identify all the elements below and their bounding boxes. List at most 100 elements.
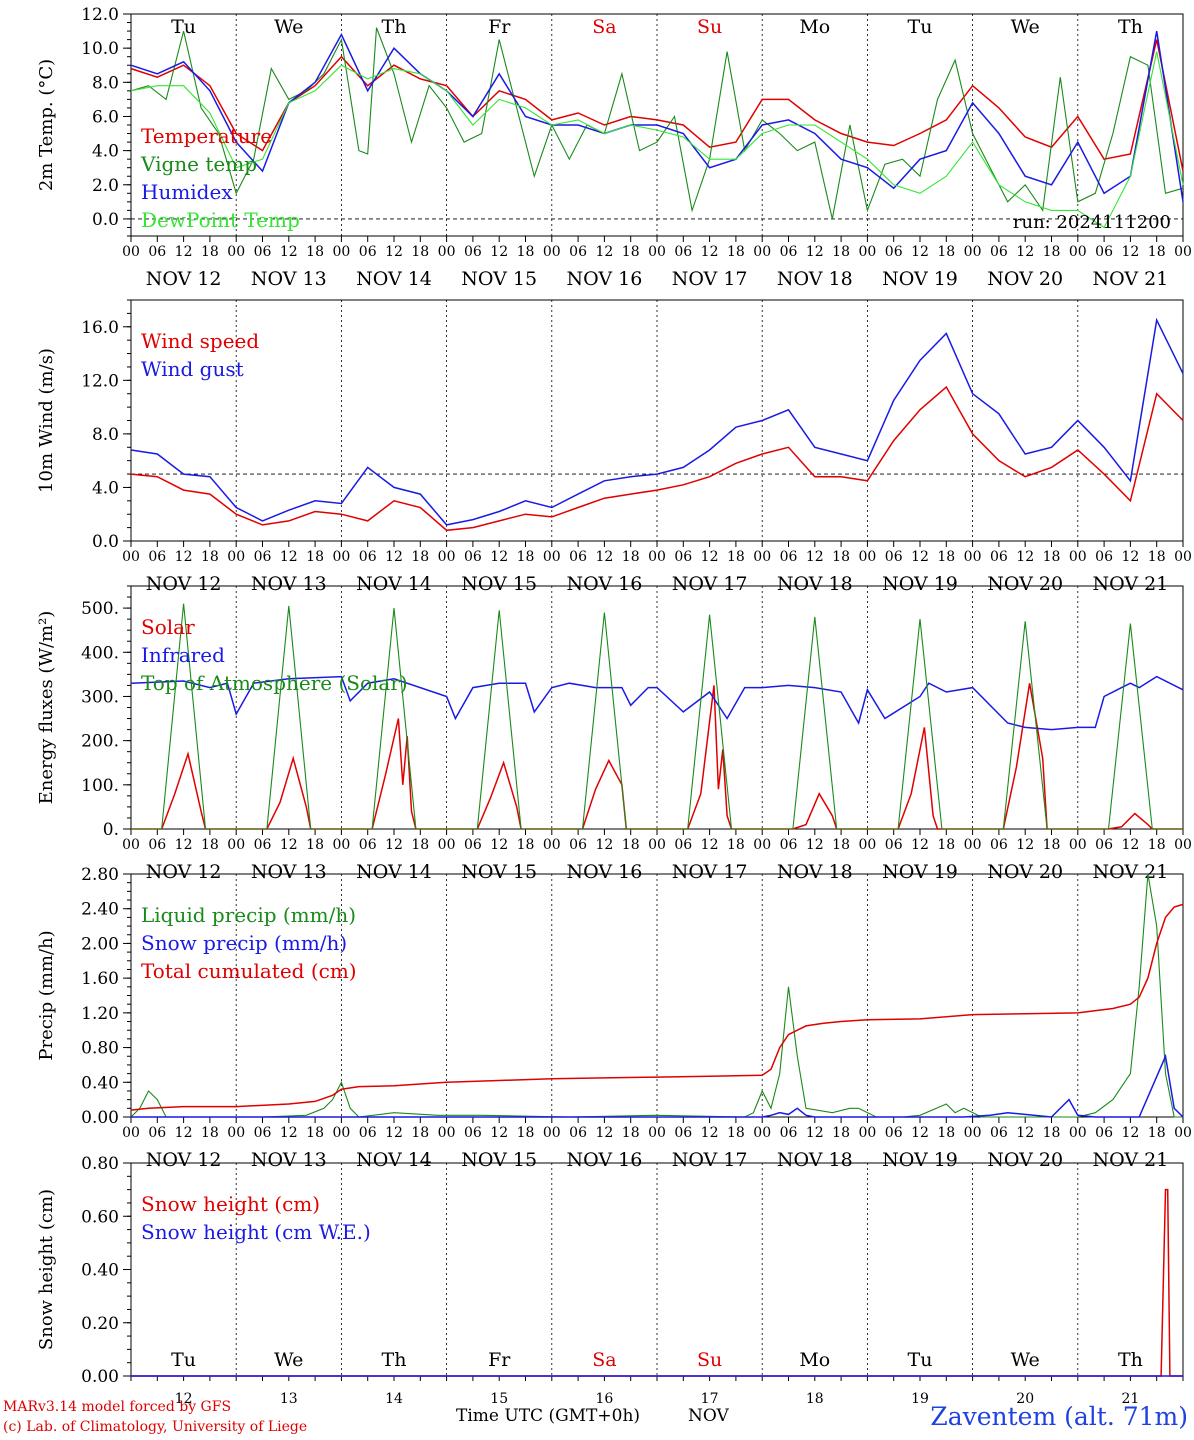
x-hour-label: 12: [175, 549, 193, 565]
legend-entry: Snow height (cm): [141, 1192, 320, 1216]
x-hour-label: 12: [490, 244, 508, 260]
series-line-vigne-temp: [130, 27, 1184, 220]
y-tick-label: 0.0: [92, 532, 119, 552]
x-hour-label: 00: [332, 244, 350, 260]
x-hour-label: 18: [832, 837, 850, 853]
x-hour-label: 00: [648, 1125, 666, 1141]
x-hour-label: 00: [648, 244, 666, 260]
x-hour-label: 12: [385, 244, 403, 260]
x-hour-label: 06: [885, 549, 903, 565]
x-hour-label: 12: [385, 837, 403, 853]
x-hour-label: 00: [1069, 244, 1087, 260]
x-hour-label: 00: [438, 1125, 456, 1141]
y-axis-label: Precip (mm/h): [36, 930, 57, 1060]
weekday-label: Th: [382, 16, 407, 38]
x-hour-label: 00: [122, 244, 140, 260]
x-hour-label: 18: [727, 837, 745, 853]
x-hour-label: 18: [1043, 837, 1061, 853]
x-hour-label: 12: [385, 549, 403, 565]
weekday-label: Tu: [171, 16, 196, 38]
x-hour-label: 18: [727, 1125, 745, 1141]
x-hour-label: 06: [254, 244, 272, 260]
y-tick-label: 200.: [81, 732, 119, 752]
x-hour-label: 00: [543, 837, 561, 853]
x-hour-label: 12: [1121, 244, 1139, 260]
x-day-number: 19: [911, 1391, 929, 1407]
x-hour-label: 06: [780, 549, 798, 565]
x-hour-label: 18: [411, 549, 429, 565]
x-day-number: 18: [806, 1391, 824, 1407]
y-axis-label: 2m Temp. (°C): [36, 59, 57, 191]
y-tick-label: 0.0: [92, 210, 119, 230]
x-hour-label: 12: [701, 837, 719, 853]
x-day-number: 14: [385, 1391, 403, 1407]
x-hour-label: 00: [543, 549, 561, 565]
y-tick-label: 10.0: [81, 39, 119, 59]
x-hour-label: 00: [753, 837, 771, 853]
x-hour-label: 00: [648, 549, 666, 565]
x-hour-label: 00: [543, 244, 561, 260]
weekday-label: Tu: [908, 1349, 933, 1371]
x-date-label: NOV 18: [777, 573, 853, 595]
x-hour-label: 12: [1121, 837, 1139, 853]
x-hour-label: 00: [1069, 549, 1087, 565]
x-hour-label: 06: [674, 837, 692, 853]
x-hour-label: 18: [832, 1125, 850, 1141]
x-day-number: 15: [490, 1391, 508, 1407]
x-date-label: NOV 18: [777, 268, 853, 290]
x-hour-label: 06: [569, 1125, 587, 1141]
x-hour-label: 06: [569, 244, 587, 260]
x-date-label: NOV 16: [566, 1149, 642, 1171]
model-credit: MARv3.14 model forced by GFS: [3, 1399, 232, 1415]
y-tick-label: 2.0: [92, 176, 119, 196]
weekday-label: Sa: [592, 16, 616, 38]
x-hour-label: 06: [885, 1125, 903, 1141]
x-date-label: NOV 14: [356, 268, 432, 290]
x-hour-label: 00: [332, 837, 350, 853]
y-tick-label: 4.0: [92, 142, 119, 162]
x-hour-label: 18: [1043, 1125, 1061, 1141]
x-date-label: NOV 19: [882, 268, 958, 290]
series-line-humidex: [130, 30, 1184, 202]
x-date-label: NOV 17: [672, 861, 748, 883]
x-hour-label: 00: [332, 1125, 350, 1141]
x-hour-label: 06: [464, 244, 482, 260]
x-hour-label: 18: [411, 1125, 429, 1141]
weekday-label: Fr: [488, 16, 511, 38]
y-tick-label: 12.0: [81, 371, 119, 391]
x-hour-label: 12: [595, 837, 613, 853]
x-hour-label: 00: [543, 1125, 561, 1141]
y-tick-label: 8.0: [92, 73, 119, 93]
x-hour-label: 12: [1121, 1125, 1139, 1141]
x-hour-label: 18: [411, 837, 429, 853]
x-day-number: 21: [1121, 1391, 1139, 1407]
x-hour-label: 06: [1095, 837, 1113, 853]
x-hour-label: 00: [1174, 244, 1192, 260]
x-hour-label: 06: [359, 1125, 377, 1141]
x-axis-title: Time UTC (GMT+0h): [456, 1406, 641, 1426]
x-date-label: NOV 15: [461, 1149, 537, 1171]
x-hour-label: 12: [175, 1125, 193, 1141]
x-hour-label: 06: [990, 837, 1008, 853]
x-date-label: NOV 12: [146, 268, 222, 290]
x-date-label: NOV 16: [566, 268, 642, 290]
panel-5: 0.00 0.20 0.40 0.60 0.80 Snow height (cm) 12 13…: [36, 1154, 1184, 1407]
x-hour-label: 06: [990, 244, 1008, 260]
x-hour-label: 18: [937, 244, 955, 260]
x-hour-label: 18: [1148, 1125, 1166, 1141]
x-hour-label: 12: [1016, 244, 1034, 260]
x-hour-label: 18: [201, 1125, 219, 1141]
x-date-label: NOV 14: [356, 861, 432, 883]
y-tick-label: 500.: [81, 599, 119, 619]
x-hour-label: 06: [148, 1125, 166, 1141]
x-date-label: NOV 12: [146, 1149, 222, 1171]
x-hour-label: 18: [832, 549, 850, 565]
series-line-wind-speed: [130, 385, 1184, 532]
x-hour-label: 12: [701, 549, 719, 565]
y-axis-label: Snow height (cm): [36, 1189, 57, 1350]
x-hour-label: 00: [1174, 1125, 1192, 1141]
x-day-number: 20: [1016, 1391, 1034, 1407]
series-line-dewpoint-temp: [130, 51, 1184, 229]
x-hour-label: 00: [227, 1125, 245, 1141]
